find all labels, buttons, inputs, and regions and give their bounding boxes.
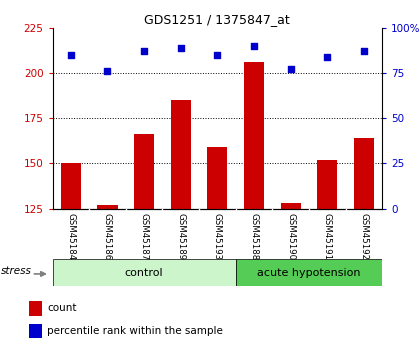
Text: percentile rank within the sample: percentile rank within the sample	[47, 326, 223, 336]
Point	[287, 67, 294, 72]
Text: GSM45192: GSM45192	[360, 213, 368, 260]
Point	[360, 48, 367, 54]
Point	[324, 54, 331, 59]
Point	[68, 52, 74, 58]
Bar	[52, 259, 236, 286]
Text: GSM45193: GSM45193	[213, 213, 222, 260]
Bar	[317, 160, 337, 209]
Text: acute hypotension: acute hypotension	[257, 268, 361, 277]
Point	[104, 68, 111, 74]
Text: GSM45188: GSM45188	[249, 213, 258, 260]
Text: GSM45187: GSM45187	[139, 213, 149, 260]
Text: count: count	[47, 303, 77, 313]
Bar	[354, 138, 374, 209]
Point	[177, 45, 184, 50]
Point	[141, 48, 147, 54]
Text: GSM45190: GSM45190	[286, 213, 295, 260]
Bar	[61, 164, 81, 209]
Text: GSM45186: GSM45186	[103, 213, 112, 260]
Bar	[244, 62, 264, 209]
Bar	[29, 324, 42, 338]
Point	[214, 52, 221, 58]
Bar	[171, 100, 191, 209]
Bar	[134, 135, 154, 209]
Text: control: control	[125, 268, 163, 277]
Bar	[97, 205, 118, 209]
Bar	[281, 203, 301, 209]
Text: stress: stress	[1, 266, 32, 276]
Bar	[29, 301, 42, 316]
Bar	[236, 259, 382, 286]
Point	[251, 43, 257, 48]
Text: GSM45191: GSM45191	[323, 213, 332, 260]
Text: GSM45189: GSM45189	[176, 213, 185, 260]
Bar	[207, 147, 227, 209]
Text: GSM45184: GSM45184	[66, 213, 75, 260]
Title: GDS1251 / 1375847_at: GDS1251 / 1375847_at	[144, 13, 290, 27]
